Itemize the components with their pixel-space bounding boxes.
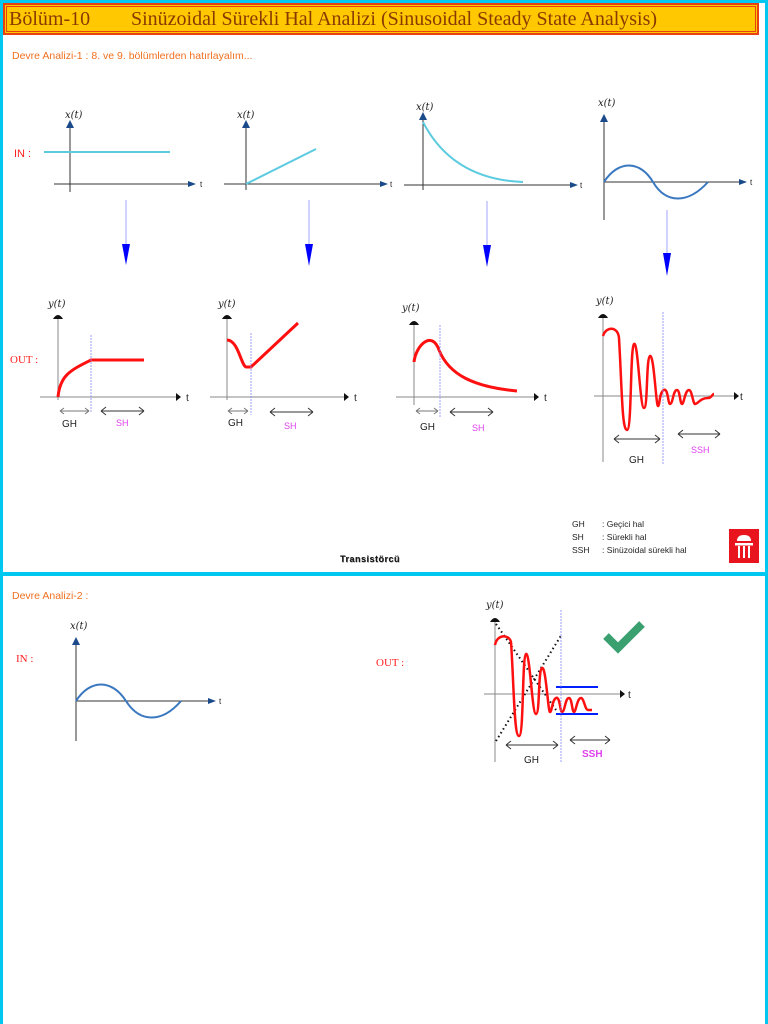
input-graph-sinusoid-2: x(t) t [66,615,236,745]
transient-label: GH [524,755,539,766]
legend-key: SSH [572,545,590,555]
x-axis-label: t [580,181,583,190]
x-axis-label: t [628,690,631,701]
output-graph-step-response: y(t) t GH SH [36,295,196,435]
checkmark-icon [603,620,646,654]
input-graph-decay: x(t) t [400,100,590,200]
arrow-down-icon [303,200,315,268]
y-axis-label: y(t) [485,600,504,611]
y-axis-label: x(t) [65,110,83,121]
output-graph-decay-response: y(t) t GH SH [394,295,554,440]
in-label-1: IN : [14,148,32,160]
x-axis-label: t [354,393,357,404]
footer-brand: Transistörcü [340,554,401,564]
page-title: Sinüzoidal Sürekli Hal Analizi (Sinusoid… [131,7,658,30]
y-axis-label: x(t) [598,98,616,109]
steady-label: SH [284,421,297,431]
y-axis-label: x(t) [416,102,434,113]
section-label-1: Devre Analizi-1 : 8. ve 9. bölümlerden h… [12,50,253,62]
chapter-number: Bölüm-10 [9,7,91,30]
input-graph-step: x(t) t [40,100,210,200]
x-axis-label: t [200,180,203,189]
slide-1 [0,0,768,576]
legend-value: : Sürekli hal [602,532,647,542]
legend-row: SH : Sürekli hal [572,531,687,544]
legend: GH : Geçici hal SH : Sürekli hal SSH : S… [572,518,687,557]
y-axis-label: y(t) [47,299,66,310]
legend-row: SSH : Sinüzoidal sürekli hal [572,544,687,557]
x-axis-label: t [219,697,222,706]
transient-label: GH [62,419,77,430]
x-axis-label: t [750,178,753,187]
x-axis-label: t [544,393,547,404]
x-axis-label: t [740,392,743,403]
input-graph-sinusoid: x(t) t [596,96,768,226]
legend-key: GH [572,519,585,529]
arrow-down-icon [481,201,493,269]
arrow-down-icon [120,200,132,268]
transient-label: GH [228,418,243,429]
y-axis-label: y(t) [595,296,614,307]
transient-label: GH [629,455,644,466]
out-label-1: OUT : [10,354,39,366]
x-axis-label: t [390,180,393,189]
y-axis-label: x(t) [237,110,255,121]
transistor-logo-icon [729,529,759,563]
x-axis-label: t [186,393,189,404]
steady-label: SH [472,423,485,433]
output-graph-ramp-response: y(t) t GH SH [208,295,368,435]
legend-value: : Sinüzoidal sürekli hal [602,545,687,555]
out-label-2: OUT : [376,657,405,669]
output-graph-sinusoid-2: y(t) t GH SSH [484,596,644,771]
in-label-2: IN : [16,653,34,665]
legend-row: GH : Geçici hal [572,518,687,531]
transient-label: GH [420,422,435,433]
steady-label: SSH [691,445,710,455]
output-graph-sinusoid-response: y(t) t GH SSH [594,290,764,470]
steady-label: SSH [582,749,603,760]
arrow-down-icon [661,210,673,278]
y-axis-label: y(t) [401,303,420,314]
y-axis-label: y(t) [217,299,236,310]
slide-2 [0,576,768,1024]
legend-value: : Geçici hal [602,519,645,529]
section-label-2: Devre Analizi-2 : [12,590,89,602]
legend-key: SH [572,532,584,542]
input-graph-ramp: x(t) t [222,100,393,200]
title-bar: Bölüm-10 Sinüzoidal Sürekli Hal Analizi … [3,3,759,35]
y-axis-label: x(t) [70,621,88,632]
steady-label: SH [116,418,129,428]
